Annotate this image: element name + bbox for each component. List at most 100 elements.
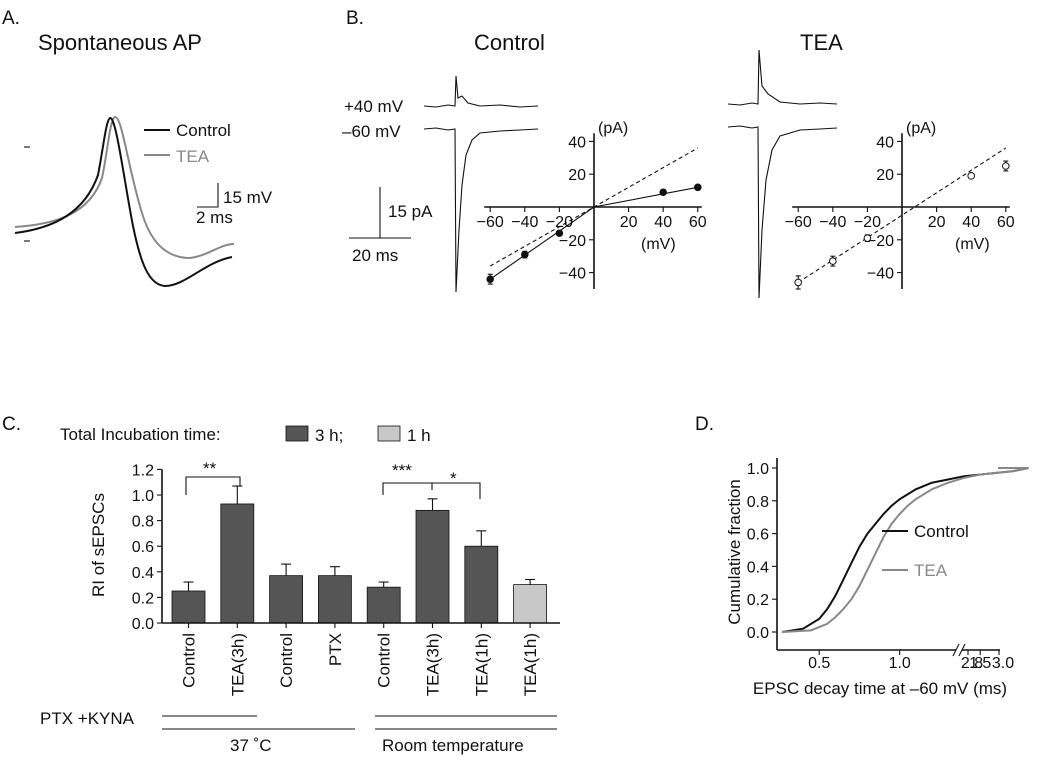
- panel-b-tea-title: TEA: [800, 30, 843, 55]
- x-tick-label: −60: [477, 214, 504, 231]
- x-tick-label: −60: [785, 214, 812, 231]
- scale-bar-time-b: 20 ms: [352, 246, 398, 265]
- legend-label-3h: 3 h;: [315, 426, 343, 445]
- x-tick-label: 40: [962, 214, 980, 231]
- scale-bar-current: 15 pA: [388, 202, 433, 221]
- data-point: [659, 188, 668, 197]
- y-axis-label: (pA): [906, 120, 936, 137]
- x-axis-label: EPSC decay time at –60 mV (ms): [753, 679, 1007, 698]
- x-tick-label: TEA(3h): [228, 633, 247, 696]
- bar: [415, 509, 450, 624]
- sig-bracket-rt-3h: [382, 482, 433, 495]
- legend-swatch-3h: [285, 425, 309, 442]
- panel-a: A. Spontaneous AP Control TEA 15 mV 2 ms: [2, 8, 273, 288]
- scale-bar-voltage: 15 mV: [223, 188, 273, 207]
- panel-c-letter: C.: [2, 414, 21, 435]
- y-tick-label: 0.4: [132, 565, 154, 582]
- group-label-rt: Room temperature: [382, 736, 524, 755]
- x-tick-label: TEA(3h): [424, 633, 443, 696]
- sig-label-rt-1h: *: [450, 469, 457, 488]
- x-tick-label: −20: [546, 214, 573, 231]
- x-tick-label: Control: [277, 633, 296, 688]
- x-tick-label: 20: [928, 214, 946, 231]
- y-tick-label: 0.2: [132, 590, 154, 607]
- reference-line: [797, 147, 1007, 283]
- current-scale-bar: [349, 187, 411, 239]
- data-point: [1002, 162, 1010, 170]
- bar: [269, 575, 304, 624]
- y-tick-label: 0.4: [747, 559, 769, 576]
- x-tick-label: −40: [511, 214, 538, 231]
- cdf-line-control: [782, 467, 1029, 633]
- panel-b: B. Control TEA +40 mV –60 mV 15 pA 20 ms…: [342, 8, 1015, 299]
- x-tick-label: −40: [819, 214, 846, 231]
- x-tick-label: TEA(1h): [521, 633, 540, 696]
- panel-d: D. 0.5 1.0 1.52.8 3.00.00.20.40.60.81.0Cumu…: [695, 414, 1029, 698]
- sig-label-37c: **: [203, 459, 217, 478]
- sig-label-rt-3h: ***: [392, 461, 412, 480]
- y-tick-label: 0.8: [747, 494, 769, 511]
- current-trace-plus40-tea: [727, 49, 838, 106]
- sig-bracket-rt-1h: [383, 482, 481, 499]
- y-tick-label: 0.2: [747, 592, 769, 609]
- legend-control-label: Control: [176, 121, 231, 140]
- bar: [220, 503, 255, 624]
- x-tick-label: 0.5: [808, 655, 830, 672]
- y-axis-label: RI of sEPSCs: [89, 493, 108, 597]
- x-tick-label: 1.0: [889, 655, 911, 672]
- panel-b-control-title: Control: [474, 30, 545, 55]
- panel-a-letter: A.: [2, 8, 20, 29]
- cdf-chart: 0.5 1.0 1.52.8 3.00.00.20.40.60.81.0Cumulat…: [725, 458, 1029, 698]
- y-tick-label: −40: [867, 266, 894, 283]
- x-tick-label: 3.0: [992, 655, 1014, 672]
- legend-control-label: Control: [914, 522, 969, 541]
- y-axis-label: Cumulative fraction: [725, 479, 744, 625]
- panel-a-title: Spontaneous AP: [38, 30, 202, 55]
- y-tick-label: 0.0: [132, 616, 154, 633]
- x-tick-label: 60: [997, 214, 1015, 231]
- x-tick-label: 20: [620, 214, 638, 231]
- data-point: [694, 183, 702, 192]
- x-tick-label: 60: [689, 214, 707, 231]
- y-tick-label: 40: [568, 134, 586, 151]
- y-tick-label: 0.8: [132, 514, 154, 531]
- bar: [317, 575, 352, 624]
- y-tick-label: 1.0: [132, 488, 154, 505]
- scale-bar-time: 2 ms: [196, 208, 233, 227]
- y-tick-label: 20: [876, 167, 894, 184]
- y-tick-label: −20: [867, 233, 894, 250]
- y-tick-label: 0.0: [747, 625, 769, 642]
- y-tick-label: −40: [559, 266, 586, 283]
- data-point: [794, 278, 803, 287]
- y-tick-label: 0.6: [747, 527, 769, 544]
- y-tick-label: 0.6: [132, 539, 154, 556]
- current-trace-plus40-control: [423, 75, 539, 108]
- current-trace-minus60-tea: [727, 125, 838, 299]
- iv-plot-control: −60 −40 −20 20 40 60 −40 −20 20 40 (mV) (pA): [477, 120, 707, 289]
- x-tick-label: TEA(1h): [472, 633, 491, 696]
- panel-d-letter: D.: [695, 414, 714, 435]
- x-tick-label: 1.5: [969, 655, 991, 672]
- axis-break-mark: [958, 643, 966, 657]
- bar-chart: Control TEA(3h) Control PTX Control TEA(3h) TE…: [89, 462, 560, 696]
- y-tick-label: 1.2: [132, 462, 154, 479]
- x-tick-label: Control: [180, 633, 199, 688]
- current-trace-minus60-control: [423, 127, 539, 293]
- bar: [171, 590, 206, 624]
- data-point: [829, 257, 837, 265]
- y-tick-label: 1.0: [747, 461, 769, 478]
- legend-label-1h: 1 h: [407, 426, 431, 445]
- bar: [464, 545, 499, 624]
- legend-swatch-1h: [377, 425, 401, 442]
- ap-trace-tea: [14, 116, 235, 260]
- bar: [513, 584, 547, 624]
- pharm-label: PTX +KYNA: [40, 709, 135, 728]
- trace-label-plus40: +40 mV: [344, 97, 404, 116]
- x-axis-label: (mV): [955, 236, 990, 253]
- x-tick-label: Control: [375, 633, 394, 688]
- group-label-37c: 37 ˚C: [230, 736, 272, 755]
- legend-tea-label: TEA: [914, 561, 948, 580]
- data-point: [967, 172, 976, 180]
- panel-b-letter: B.: [346, 8, 364, 29]
